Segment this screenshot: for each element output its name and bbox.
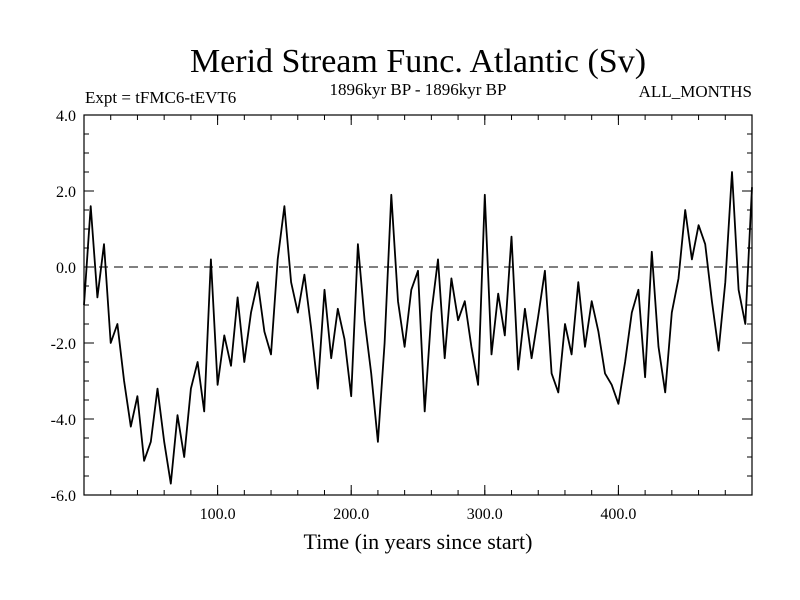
months-label: ALL_MONTHS bbox=[639, 82, 752, 101]
y-tick-label: 0.0 bbox=[56, 260, 76, 277]
y-tick-label: -4.0 bbox=[51, 412, 76, 429]
plot-frame bbox=[83, 114, 753, 496]
series-line bbox=[83, 171, 753, 485]
x-tick-label: 400.0 bbox=[600, 506, 636, 523]
chart-title: Merid Stream Func. Atlantic (Sv) bbox=[190, 43, 646, 80]
period-label: 1896kyr BP - 1896kyr BP bbox=[330, 80, 507, 99]
y-tick-label: 2.0 bbox=[56, 184, 76, 201]
y-tick-label: -6.0 bbox=[51, 488, 76, 505]
x-tick-label: 200.0 bbox=[333, 506, 369, 523]
y-tick-label: 4.0 bbox=[56, 108, 76, 125]
y-tick-label: -2.0 bbox=[51, 336, 76, 353]
x-tick-label: 300.0 bbox=[467, 506, 503, 523]
x-axis: 100.0 200.0 300.0 400.0 bbox=[110, 115, 726, 523]
experiment-label: Expt = tFMC6-tEVT6 bbox=[85, 88, 236, 107]
x-tick-label: 100.0 bbox=[200, 506, 236, 523]
y-axis: 4.0 2.0 0.0 -2.0 -4.0 -6.0 bbox=[51, 108, 752, 505]
x-axis-label: Time (in years since start) bbox=[304, 529, 533, 554]
